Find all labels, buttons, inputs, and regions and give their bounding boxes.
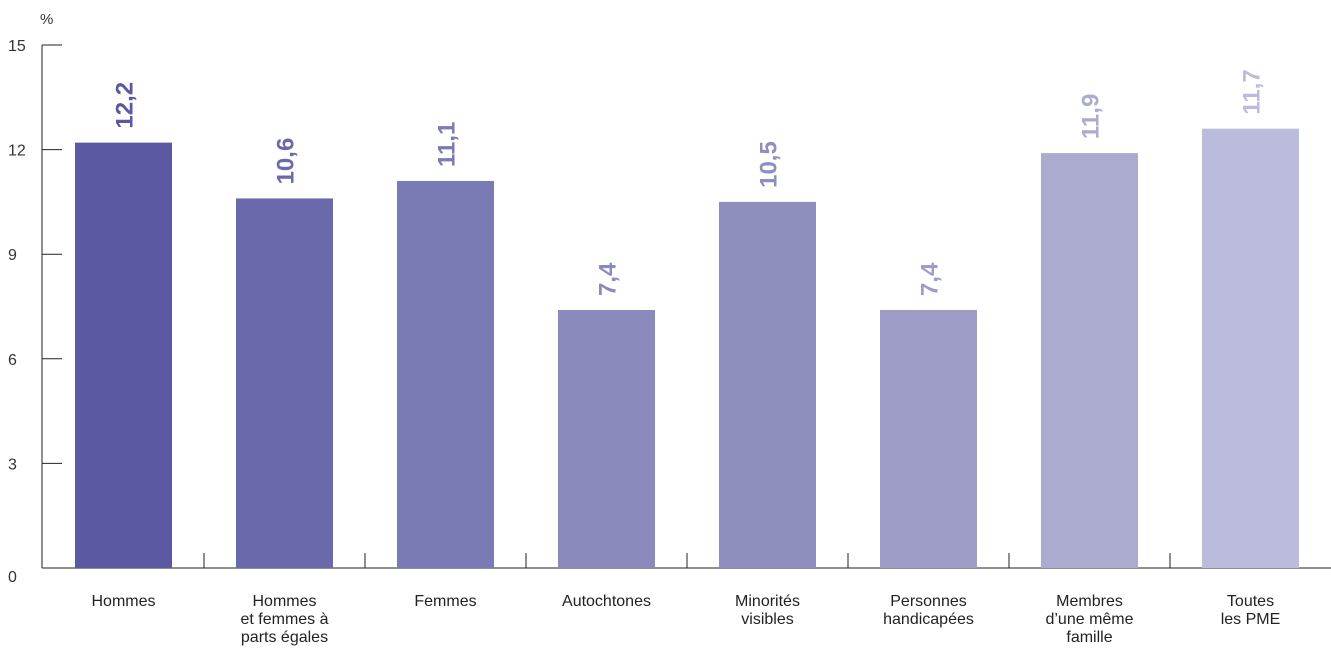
category-label: Hommes [91, 593, 155, 610]
bar [880, 309, 977, 568]
y-tick-label: 9 [8, 247, 17, 264]
x-axis-ticks: Hommes Hommes et femmes à parts égales Femme… [91, 553, 1280, 646]
bar-value-label: 7,4 [917, 262, 944, 296]
category-label: Membres d’une même famille [1045, 593, 1133, 646]
bar-value-label: 11,7 [1239, 69, 1266, 114]
bar [75, 142, 172, 569]
bar-value-label: 11,1 [434, 122, 461, 167]
y-axis-unit-label: % [40, 11, 53, 28]
bar [719, 201, 816, 568]
bar [1202, 128, 1299, 568]
y-tick-label: 3 [8, 456, 17, 473]
bar [558, 309, 655, 568]
bar [236, 198, 333, 568]
bars-group: 12,2 10,6 11,1 7,4 10,5 7,4 11,9 11,7 [75, 69, 1299, 569]
bar-value-label: 12,2 [112, 82, 139, 129]
bar-value-label: 7,4 [595, 262, 622, 296]
bar [397, 180, 494, 569]
category-label: Minorités visibles [735, 593, 800, 628]
category-label: Toutes les PME [1221, 593, 1281, 628]
y-tick-label: 12 [8, 143, 26, 160]
y-tick-label: 15 [8, 38, 26, 55]
y-axis-ticks: 0 3 6 9 12 15 [8, 38, 62, 586]
bar-value-label: 10,5 [756, 141, 783, 188]
y-tick-label: 6 [8, 352, 17, 369]
category-label: Personnes handicapées [883, 593, 974, 628]
bar-value-label: 11,9 [1078, 94, 1105, 139]
category-label: Femmes [414, 593, 476, 610]
bar-value-label: 10,6 [273, 138, 300, 185]
bar [1041, 153, 1138, 568]
category-label: Hommes et femmes à parts égales [240, 593, 328, 646]
y-tick-label: 0 [8, 569, 17, 586]
category-label: Autochtones [562, 593, 651, 610]
